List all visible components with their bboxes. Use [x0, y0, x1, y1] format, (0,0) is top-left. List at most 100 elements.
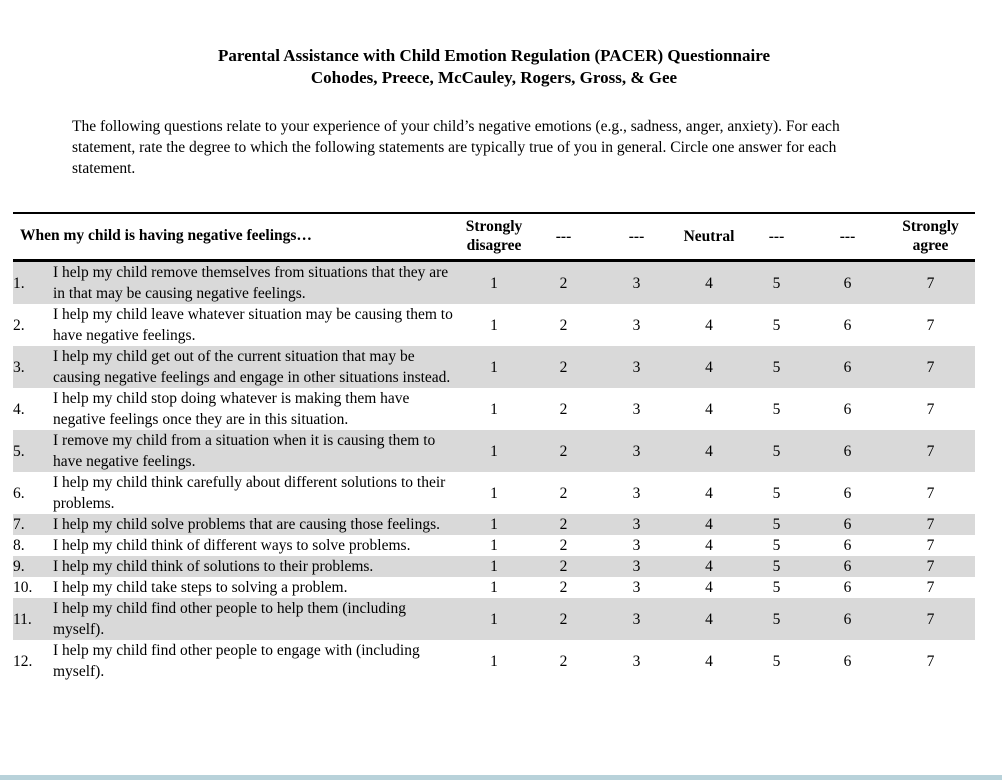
rating-option-3[interactable]: 3	[632, 579, 641, 596]
rating-option-2[interactable]: 2	[559, 579, 568, 596]
rating-option-3[interactable]: 3	[632, 652, 641, 670]
rating-option-1[interactable]: 1	[490, 579, 498, 596]
rating-option-5[interactable]: 5	[772, 537, 781, 554]
rating-option-6[interactable]: 6	[843, 400, 852, 418]
rating-option-2[interactable]: 2	[528, 346, 599, 388]
rating-option-3[interactable]: 3	[632, 484, 641, 502]
scale-column-header-4: Neutral	[674, 212, 744, 262]
rating-option-4[interactable]: 4	[674, 346, 744, 388]
rating-option-6[interactable]: 6	[843, 652, 852, 670]
rating-option-5[interactable]: 5	[772, 484, 781, 502]
rating-option-4[interactable]: 4	[674, 598, 744, 640]
rating-option-1[interactable]: 1	[460, 260, 528, 304]
rating-option-6[interactable]: 6	[809, 598, 886, 640]
rating-option-5[interactable]: 5	[744, 346, 809, 388]
rating-option-3[interactable]: 3	[599, 514, 674, 535]
rating-option-6[interactable]: 6	[843, 537, 852, 554]
rating-option-5[interactable]: 5	[744, 514, 809, 535]
rating-option-1[interactable]: 1	[490, 652, 498, 670]
rating-option-1[interactable]: 1	[490, 316, 498, 334]
rating-option-4[interactable]: 4	[705, 316, 713, 334]
rating-option-7[interactable]: 7	[886, 346, 975, 388]
rating-option-4[interactable]: 4	[705, 537, 713, 554]
rating-option-4[interactable]: 4	[705, 579, 713, 596]
rating-option-5[interactable]: 5	[772, 316, 781, 334]
rating-option-7[interactable]: 7	[926, 316, 935, 334]
rating-option-2[interactable]: 2	[559, 484, 568, 502]
rating-option-7[interactable]: 7	[926, 537, 935, 554]
rating-option-2[interactable]: 2	[559, 652, 568, 670]
rating-option-3[interactable]: 3	[632, 316, 641, 334]
rating-option-5[interactable]: 5	[772, 400, 781, 418]
rating-option-7[interactable]: 7	[926, 400, 935, 418]
scale-column-header-5: ---	[744, 212, 809, 262]
rating-option-3[interactable]: 3	[599, 598, 674, 640]
rating-option-5[interactable]: 5	[744, 598, 809, 640]
scale-column-header-2: ---	[528, 212, 599, 262]
questionnaire-title: Parental Assistance with Child Emotion R…	[217, 46, 771, 65]
rating-option-5[interactable]: 5	[772, 579, 781, 596]
statement-text: I help my child remove themselves from s…	[53, 260, 460, 304]
rating-option-3[interactable]: 3	[632, 537, 641, 554]
rating-option-6[interactable]: 6	[809, 556, 886, 577]
rating-option-1[interactable]: 1	[460, 430, 528, 472]
statement-text: I help my child solve problems that are …	[53, 514, 460, 535]
rating-option-6[interactable]: 6	[809, 430, 886, 472]
rating-option-4[interactable]: 4	[705, 652, 713, 670]
rating-option-2[interactable]: 2	[559, 537, 568, 554]
rating-option-6[interactable]: 6	[809, 260, 886, 304]
rating-option-2[interactable]: 2	[528, 430, 599, 472]
rating-option-7[interactable]: 7	[886, 260, 975, 304]
rating-option-3[interactable]: 3	[599, 260, 674, 304]
rating-option-2[interactable]: 2	[528, 556, 599, 577]
rating-option-6[interactable]: 6	[809, 346, 886, 388]
rating-option-6[interactable]: 6	[843, 484, 852, 502]
rating-option-1[interactable]: 1	[490, 484, 498, 502]
rating-option-3[interactable]: 3	[599, 346, 674, 388]
rating-option-7[interactable]: 7	[926, 484, 935, 502]
rating-option-4[interactable]: 4	[705, 484, 713, 502]
table-header: When my child is having negative feeling…	[13, 212, 975, 262]
rating-option-5[interactable]: 5	[744, 556, 809, 577]
rating-option-5[interactable]: 5	[744, 260, 809, 304]
rating-option-7[interactable]: 7	[926, 579, 935, 596]
rating-option-2[interactable]: 2	[528, 514, 599, 535]
rating-option-1[interactable]: 1	[460, 514, 528, 535]
rating-option-4[interactable]: 4	[674, 514, 744, 535]
rating-option-1[interactable]: 1	[490, 400, 498, 418]
rating-option-5[interactable]: 5	[744, 430, 809, 472]
table-body: 1. I help my child remove themselves from…	[13, 260, 975, 683]
rating-option-1[interactable]: 1	[490, 537, 498, 554]
rating-option-1[interactable]: 1	[460, 346, 528, 388]
rating-option-1[interactable]: 1	[460, 556, 528, 577]
rating-option-1[interactable]: 1	[460, 598, 528, 640]
rating-option-6[interactable]: 6	[843, 316, 852, 334]
rating-option-2[interactable]: 2	[528, 598, 599, 640]
row-number: 5.	[13, 430, 53, 472]
questionnaire-page: Parental Assistance with Child Emotion R…	[13, 0, 975, 682]
rating-option-4[interactable]: 4	[674, 430, 744, 472]
rating-option-6[interactable]: 6	[843, 579, 852, 596]
rating-option-3[interactable]: 3	[599, 556, 674, 577]
rating-option-7[interactable]: 7	[886, 598, 975, 640]
rating-option-7[interactable]: 7	[886, 514, 975, 535]
questionnaire-row: 9. I help my child think of solutions to …	[13, 556, 975, 577]
rating-option-5[interactable]: 5	[772, 652, 781, 670]
rating-option-7[interactable]: 7	[926, 652, 935, 670]
statement-text: I help my child take steps to solving a …	[53, 579, 348, 596]
questionnaire-row: 1. I help my child remove themselves from…	[13, 260, 975, 304]
rating-option-4[interactable]: 4	[674, 260, 744, 304]
questionnaire-row: 3. I help my child get out of the current…	[13, 346, 975, 388]
rating-option-2[interactable]: 2	[559, 400, 568, 418]
rating-option-3[interactable]: 3	[632, 400, 641, 418]
rating-option-6[interactable]: 6	[809, 514, 886, 535]
window-edge-bar	[0, 775, 1002, 780]
rating-option-2[interactable]: 2	[528, 260, 599, 304]
rating-option-7[interactable]: 7	[886, 556, 975, 577]
questionnaire-row: 4. I help my child stop doing whatever is…	[13, 388, 975, 430]
rating-option-7[interactable]: 7	[886, 430, 975, 472]
rating-option-3[interactable]: 3	[599, 430, 674, 472]
rating-option-4[interactable]: 4	[674, 556, 744, 577]
rating-option-2[interactable]: 2	[559, 316, 568, 334]
rating-option-4[interactable]: 4	[705, 400, 713, 418]
